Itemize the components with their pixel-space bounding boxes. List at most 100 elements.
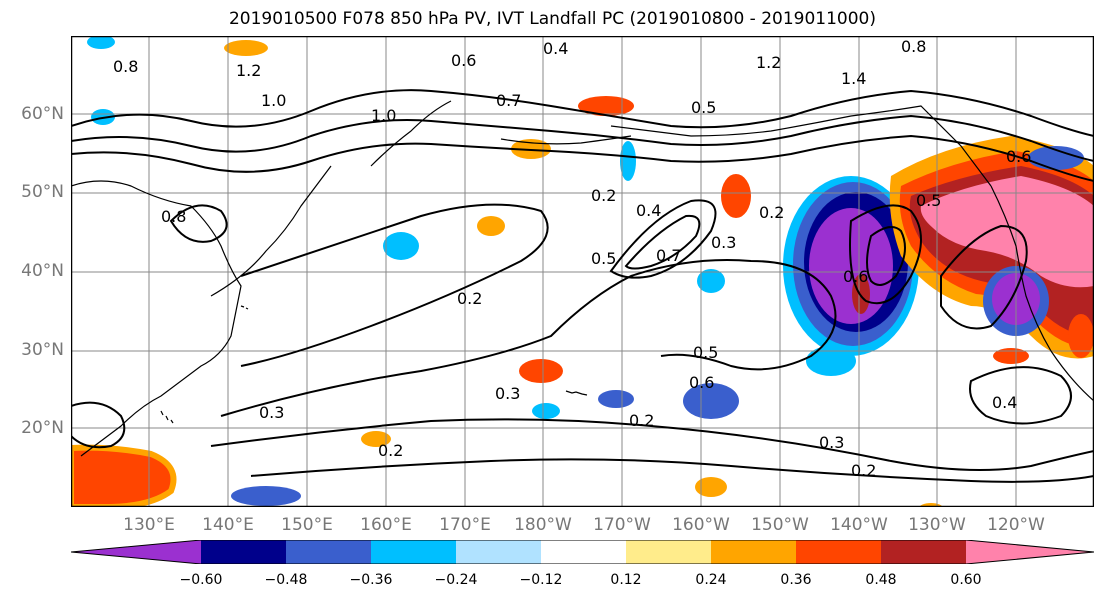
contour-label: 1.4 (841, 69, 866, 88)
contour (866, 226, 906, 286)
colorbar-seg (456, 540, 541, 564)
lat-label: 60°N (21, 104, 64, 124)
contour (220, 259, 837, 417)
lon-label: 150°E (281, 515, 333, 535)
contour-label: 0.8 (161, 207, 186, 226)
lon-label: 180°W (514, 515, 572, 535)
lon-label: 140°E (202, 515, 254, 535)
colorbar-svg (71, 540, 1094, 564)
colorbar-seg (796, 540, 881, 564)
colorbar-seg (541, 540, 626, 564)
blob (697, 269, 725, 293)
contour-label: 0.3 (819, 433, 844, 452)
contour-label: 0.5 (693, 343, 718, 362)
contour-label: 0.2 (629, 411, 654, 430)
contour (169, 204, 228, 243)
contour (71, 134, 1094, 182)
contour-labels: 0.8 1.2 1.0 1.4 1.2 0.8 0.4 0.6 0.5 0.7 … (113, 37, 1031, 480)
contour-label: 0.2 (457, 289, 482, 308)
contour-label: 0.8 (113, 57, 138, 76)
contour-label: 0.2 (759, 203, 784, 222)
contour (849, 204, 922, 305)
colorbar-seg (881, 540, 966, 564)
contour-label: 0.6 (689, 373, 714, 392)
gridlines (71, 36, 1094, 507)
coastline-japan (210, 165, 332, 297)
lat-label: 30°N (21, 340, 64, 360)
colorbar-seg (71, 540, 201, 564)
blob (231, 486, 301, 506)
blob (993, 348, 1029, 364)
contour-label: 0.3 (711, 233, 736, 252)
colorbar-seg (711, 540, 796, 564)
blob (806, 346, 856, 376)
colorbar-tick: 0.12 (610, 572, 642, 588)
pos-anomaly-core (920, 176, 1094, 288)
contours (71, 89, 1094, 483)
contour (71, 401, 126, 449)
colorbar-seg (626, 540, 711, 564)
contour-label: 0.5 (591, 249, 616, 268)
colorbar-tick: 0.24 (695, 572, 727, 588)
pos-anomaly-sw (71, 447, 174, 507)
blob (620, 141, 636, 181)
colorbar-tick: −0.48 (264, 572, 308, 588)
blob (383, 232, 419, 260)
blob (683, 383, 739, 419)
map-svg: 0.8 1.2 1.0 1.4 1.2 0.8 0.4 0.6 0.5 0.7 … (71, 36, 1094, 507)
lon-label: 160°W (672, 515, 730, 535)
contour (940, 224, 1028, 330)
colorbar-tick: 0.60 (950, 572, 982, 588)
contour-label: 0.3 (495, 384, 520, 403)
plot-title: 2019010500 F078 850 hPa PV, IVT Landfall… (228, 9, 876, 29)
contour (624, 214, 701, 270)
contour-label: 0.5 (916, 191, 941, 210)
lon-label: 170°W (593, 515, 651, 535)
colorbar-tick: −0.12 (519, 572, 563, 588)
contour (609, 199, 717, 279)
map-border (71, 36, 1094, 507)
contour-label: 0.2 (378, 441, 403, 460)
colorbar-seg (371, 540, 456, 564)
contour (71, 89, 1094, 137)
blob (361, 431, 391, 447)
contour (240, 203, 549, 367)
blob (578, 96, 634, 116)
pos-anomaly-sw-rim (71, 444, 177, 507)
colorbar (71, 540, 1094, 564)
contour (250, 458, 1094, 483)
contour-label: 0.7 (496, 91, 521, 110)
colorbar-seg (286, 540, 371, 564)
contour-label: 1.0 (371, 106, 396, 125)
blob (598, 390, 634, 408)
contour-label: 1.0 (261, 91, 286, 110)
contour-label: 0.6 (1006, 147, 1031, 166)
contour-label: 1.2 (756, 53, 781, 72)
blob (532, 403, 560, 419)
colorbar-tick: 0.36 (780, 572, 812, 588)
contour-label: 0.5 (691, 98, 716, 117)
colorbar-tick: −0.60 (179, 572, 223, 588)
colorbar-tick: −0.24 (434, 572, 478, 588)
lon-label: 160°E (360, 515, 412, 535)
contour-label: 0.3 (259, 403, 284, 422)
coastline-alaska (610, 105, 992, 187)
blob (1068, 314, 1094, 358)
blob (695, 477, 727, 497)
coastline-islands (160, 305, 249, 424)
contour-label: 0.4 (543, 39, 568, 58)
lat-label: 40°N (21, 261, 64, 281)
contour-label: 0.4 (992, 393, 1017, 412)
blob (519, 359, 563, 383)
lon-label: 120°W (987, 515, 1045, 535)
coastline-kamchatka (370, 100, 452, 167)
coastline-asia (71, 180, 242, 457)
colorbar-seg (201, 540, 286, 564)
lon-label: 130°W (908, 515, 966, 535)
lon-label: 170°E (439, 515, 491, 535)
contour-label: 0.7 (656, 246, 681, 265)
blob (852, 274, 870, 314)
lon-label: 130°E (123, 515, 175, 535)
contour-label: 0.2 (851, 461, 876, 480)
contour-label: 0.6 (451, 51, 476, 70)
